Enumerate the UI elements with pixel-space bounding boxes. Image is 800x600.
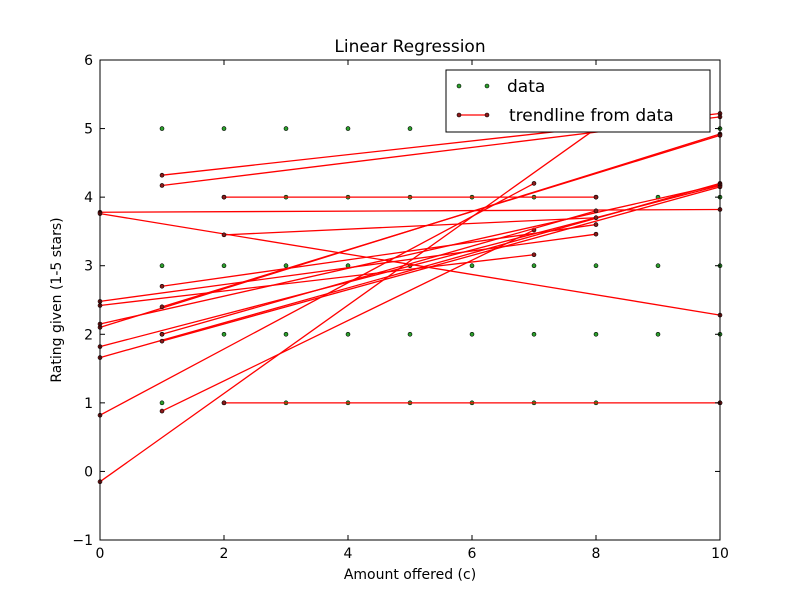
- trendline: [99, 184, 721, 325]
- trendline-marker: [531, 252, 537, 258]
- trendline-marker: [159, 304, 165, 310]
- trendline: [99, 182, 535, 416]
- y-tick-label: 1: [84, 396, 93, 412]
- trendline-marker: [159, 338, 165, 344]
- data-point: [159, 400, 165, 406]
- data-point: [283, 126, 289, 131]
- x-tick-label: 2: [220, 546, 229, 562]
- trendline-marker: [159, 331, 165, 337]
- legend-box: [445, 69, 711, 133]
- trendline: [161, 229, 535, 412]
- x-tick-label: 10: [711, 546, 729, 562]
- trendline-marker: [593, 215, 599, 221]
- trendline-marker: [159, 172, 165, 178]
- legend: data trendline from data: [445, 69, 711, 133]
- x-tick-label: 0: [96, 546, 105, 562]
- trendline-marker: [593, 194, 599, 200]
- data-point: [655, 331, 661, 337]
- x-tick-label: 8: [592, 546, 601, 562]
- legend-trend-marker: [456, 112, 462, 118]
- data-point: [345, 126, 351, 131]
- trendline-marker: [221, 232, 227, 238]
- trendline-marker: [593, 231, 599, 237]
- plot-frame: [99, 59, 721, 541]
- data-point: [593, 331, 599, 337]
- trendline: [99, 208, 721, 213]
- x-axis-label: Amount offered (c): [344, 567, 476, 583]
- trendline-marker: [593, 208, 599, 214]
- data-point: [221, 263, 227, 269]
- trendline-marker: [531, 181, 537, 186]
- data-point: [407, 331, 413, 337]
- trendline-marker: [159, 408, 165, 414]
- data-point: [531, 331, 537, 337]
- y-tick-label: 5: [84, 122, 93, 138]
- chart-title: Linear Regression: [334, 37, 485, 57]
- trendline-marker: [593, 222, 599, 227]
- data-point: [531, 263, 537, 269]
- trendline-marker: [221, 194, 227, 200]
- trendline-marker: [159, 283, 165, 289]
- legend-trend-marker: [484, 112, 490, 118]
- legend-label-trendline: trendline from data: [509, 106, 674, 126]
- trendline: [161, 134, 721, 308]
- trendline: [161, 223, 597, 287]
- data-point: [159, 263, 165, 269]
- data-point: [655, 263, 661, 269]
- data-point: [159, 126, 165, 131]
- trendline-marker: [221, 400, 227, 406]
- legend-data-marker: [484, 83, 490, 89]
- trendline-marker: [159, 183, 165, 188]
- y-tick-label: −1: [72, 533, 93, 549]
- trendline: [99, 184, 721, 348]
- data-point: [407, 126, 413, 131]
- data-point: [469, 331, 475, 337]
- y-axis-label: Rating given (1-5 stars): [49, 217, 65, 382]
- trendline: [99, 128, 597, 483]
- x-axis: 0 2 4 6 8 10: [96, 60, 729, 562]
- trendline: [161, 186, 721, 342]
- data-point: [469, 263, 475, 269]
- data-point: [221, 331, 227, 337]
- trendline: [99, 233, 597, 303]
- data-point: [283, 263, 289, 269]
- trendline: [99, 254, 535, 307]
- y-tick-label: 0: [84, 464, 93, 480]
- y-tick-label: 4: [84, 190, 93, 206]
- y-axis: −1 0 1 2 3 4 5 6: [72, 53, 720, 549]
- plot-area: [100, 60, 720, 540]
- trendline: [161, 210, 597, 335]
- data-point: [283, 331, 289, 337]
- y-tick-label: 2: [84, 327, 93, 343]
- legend-data-marker: [456, 83, 462, 89]
- legend-label-data: data: [507, 77, 545, 97]
- y-tick-label: 6: [84, 53, 93, 69]
- data-point: [345, 331, 351, 337]
- data-point: [593, 263, 599, 269]
- data-point: [221, 126, 227, 131]
- y-tick-label: 3: [84, 259, 93, 275]
- x-tick-label: 4: [344, 546, 353, 562]
- x-tick-label: 6: [468, 546, 477, 562]
- trendline: [223, 217, 597, 236]
